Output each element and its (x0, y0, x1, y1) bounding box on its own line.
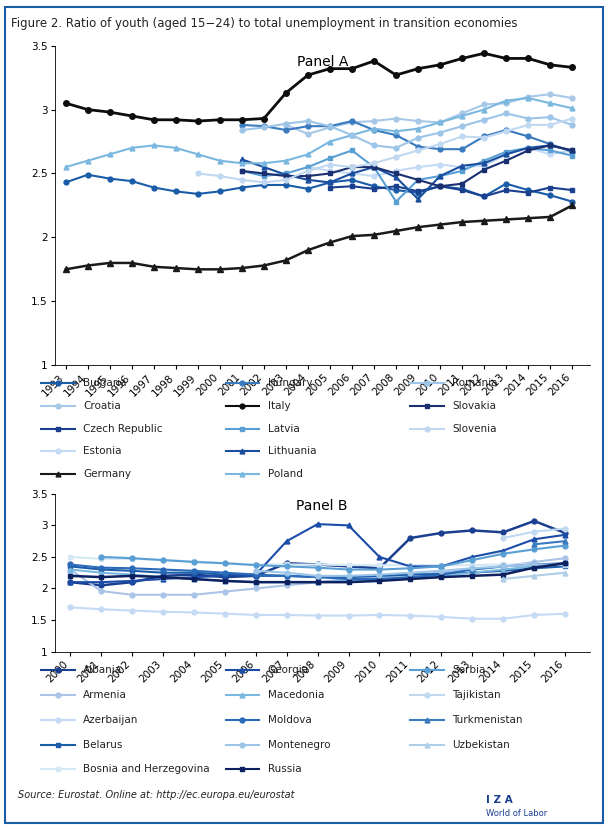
Text: Italy: Italy (268, 401, 290, 411)
Text: Panel A: Panel A (297, 56, 348, 69)
Text: Lithuania: Lithuania (268, 447, 316, 456)
Text: Belarus: Belarus (83, 740, 122, 749)
Text: Hungary: Hungary (268, 378, 312, 388)
Text: Montenegro: Montenegro (268, 740, 330, 749)
Text: Albania: Albania (83, 665, 122, 675)
Text: World of Labor: World of Labor (486, 808, 548, 818)
Text: Uzbekistan: Uzbekistan (452, 740, 510, 749)
Text: Poland: Poland (268, 469, 303, 479)
Text: Azerbaijan: Azerbaijan (83, 715, 139, 725)
Text: Panel B: Panel B (297, 499, 348, 513)
Text: Russia: Russia (268, 764, 302, 774)
Text: Macedonia: Macedonia (268, 690, 324, 700)
Text: Georgia: Georgia (268, 665, 309, 675)
Text: Slovakia: Slovakia (452, 401, 496, 411)
Text: Moldova: Moldova (268, 715, 311, 725)
Text: Slovenia: Slovenia (452, 423, 497, 434)
Text: Tajikistan: Tajikistan (452, 690, 501, 700)
Text: Armenia: Armenia (83, 690, 127, 700)
Text: Source: Eurostat. Online at: http://ec.europa.eu/eurostat: Source: Eurostat. Online at: http://ec.e… (18, 790, 295, 800)
Text: Czech Republic: Czech Republic (83, 423, 162, 434)
Text: Bosnia and Herzegovina: Bosnia and Herzegovina (83, 764, 210, 774)
Text: Estonia: Estonia (83, 447, 122, 456)
Text: Figure 2. Ratio of youth (aged 15−24) to total unemployment in transition econom: Figure 2. Ratio of youth (aged 15−24) to… (11, 17, 517, 30)
Text: Turkmenistan: Turkmenistan (452, 715, 523, 725)
Text: I Z A: I Z A (486, 795, 513, 805)
Text: Latvia: Latvia (268, 423, 299, 434)
Text: Germany: Germany (83, 469, 131, 479)
Text: Serbia: Serbia (452, 665, 486, 675)
Text: Croatia: Croatia (83, 401, 121, 411)
Text: Bulgaria: Bulgaria (83, 378, 126, 388)
Text: Romania: Romania (452, 378, 498, 388)
